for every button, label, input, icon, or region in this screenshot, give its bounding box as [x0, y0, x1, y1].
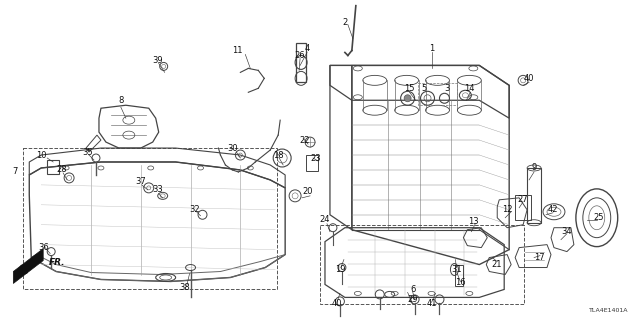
Text: 33: 33: [152, 185, 163, 194]
Text: 42: 42: [548, 205, 558, 214]
Bar: [456, 265, 463, 286]
Text: 23: 23: [310, 154, 321, 163]
Text: 29: 29: [407, 295, 418, 304]
Text: 36: 36: [38, 243, 49, 252]
Text: 26: 26: [295, 51, 305, 60]
Text: 38: 38: [179, 283, 190, 292]
Text: 39: 39: [152, 56, 163, 65]
Text: 6: 6: [410, 285, 415, 294]
Bar: [306, 155, 318, 171]
Bar: [47, 160, 59, 174]
Text: 34: 34: [562, 227, 572, 236]
Text: 12: 12: [502, 205, 513, 214]
Bar: [23, 148, 277, 289]
Text: 20: 20: [303, 188, 314, 196]
Text: 11: 11: [232, 46, 243, 55]
Text: 21: 21: [491, 260, 502, 269]
Text: 41: 41: [426, 299, 436, 308]
Text: 31: 31: [451, 265, 461, 274]
Text: 2: 2: [342, 18, 348, 27]
Text: 10: 10: [36, 150, 47, 160]
Text: 30: 30: [227, 144, 237, 153]
Text: 17: 17: [534, 253, 545, 262]
Text: 5: 5: [421, 84, 426, 93]
Text: 15: 15: [404, 84, 415, 93]
Polygon shape: [13, 249, 44, 284]
Text: 8: 8: [118, 96, 124, 105]
Bar: [320, 225, 524, 304]
Text: 40: 40: [332, 299, 342, 308]
Text: 19: 19: [335, 265, 345, 274]
Text: 37: 37: [136, 177, 146, 187]
Text: 18: 18: [273, 150, 284, 160]
Text: 40: 40: [524, 74, 534, 83]
Text: 13: 13: [468, 217, 479, 226]
Text: 7: 7: [13, 167, 18, 176]
Bar: [296, 43, 306, 82]
Text: 22: 22: [300, 136, 310, 145]
Text: 14: 14: [464, 84, 475, 93]
Text: 16: 16: [455, 278, 466, 287]
Text: 24: 24: [320, 215, 330, 224]
Text: FR.: FR.: [49, 258, 66, 267]
Ellipse shape: [404, 95, 411, 102]
Text: 35: 35: [83, 148, 93, 156]
Bar: [515, 195, 531, 220]
Text: 9: 9: [531, 164, 537, 172]
Bar: [527, 168, 541, 223]
Text: 4: 4: [305, 44, 310, 53]
Text: 25: 25: [593, 213, 604, 222]
Text: 32: 32: [189, 205, 200, 214]
Bar: [417, 83, 458, 105]
Text: 1: 1: [429, 44, 434, 53]
Text: 27: 27: [518, 195, 529, 204]
Text: 3: 3: [445, 84, 450, 93]
Text: TLA4E1401A: TLA4E1401A: [589, 308, 628, 313]
Text: 28: 28: [57, 165, 67, 174]
